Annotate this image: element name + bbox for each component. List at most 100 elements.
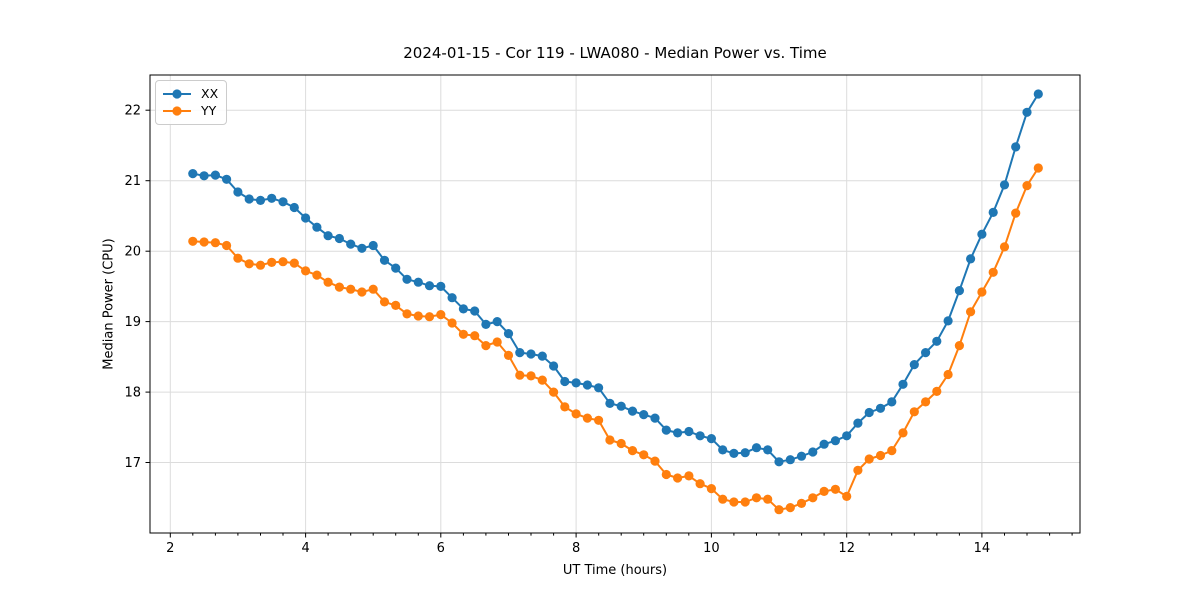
series-xx-marker: [481, 319, 491, 329]
series-xx-marker: [244, 194, 254, 204]
series-yy-marker: [954, 341, 965, 351]
legend-label-yy: YY: [201, 102, 217, 118]
series-yy-marker: [458, 329, 468, 339]
series-yy-marker: [526, 371, 536, 381]
series-yy-marker: [1022, 181, 1032, 191]
series-yy-marker: [661, 469, 671, 480]
series-xx-marker: [695, 431, 705, 441]
series-yy-marker: [796, 498, 807, 508]
series-xx-marker: [966, 254, 976, 264]
series-xx-marker: [639, 410, 649, 420]
series-xx-marker: [470, 306, 480, 316]
series-xx-marker: [537, 351, 547, 361]
series-yy-marker: [289, 258, 299, 268]
series-yy-marker: [1011, 208, 1021, 218]
series-xx-marker: [718, 445, 728, 455]
legend-line-marker-yy-icon: [163, 106, 191, 116]
series-xx-marker: [447, 293, 457, 303]
series-xx-marker: [616, 401, 626, 411]
series-xx-marker: [413, 277, 423, 287]
series-xx-marker: [729, 448, 739, 458]
series-xx-marker: [898, 379, 908, 389]
series-xx-marker: [301, 213, 311, 223]
series-xx-marker: [661, 425, 671, 435]
grid-lines: [150, 75, 1080, 533]
series-yy-marker: [379, 297, 390, 307]
series-yy-marker: [966, 307, 976, 317]
series-xx-marker: [1011, 142, 1021, 152]
series-yy-marker: [605, 435, 615, 445]
series-xx-marker: [334, 233, 344, 244]
series-xx-marker: [199, 171, 209, 181]
series-yy-marker: [312, 270, 322, 280]
series-yy-marker: [988, 267, 998, 277]
x-tick-label: 10: [703, 541, 720, 556]
series-xx-line: [191, 93, 1040, 463]
series-yy: [188, 163, 1043, 515]
series-yy-marker: [334, 282, 344, 292]
series-yy-marker: [323, 277, 333, 287]
series-yy-marker: [830, 484, 841, 494]
series-xx-marker: [864, 407, 874, 418]
series-xx-marker: [424, 281, 435, 291]
series-yy-line: [191, 167, 1040, 511]
axis-ticks: [145, 109, 1073, 538]
series-yy-marker: [785, 503, 795, 513]
series-yy-marker: [639, 450, 649, 460]
series-yy-marker: [199, 237, 209, 247]
series-xx-marker: [932, 336, 942, 346]
x-tick-label: 14: [974, 541, 991, 556]
series-xx-marker: [740, 448, 750, 458]
series-yy-marker: [740, 497, 750, 507]
series-xx-marker: [503, 329, 514, 339]
series-xx-marker: [188, 169, 198, 179]
series-yy-marker: [999, 242, 1010, 252]
series-yy-marker: [278, 257, 288, 267]
series-xx-marker: [842, 431, 852, 441]
series-yy-marker: [616, 438, 626, 449]
x-tick-label: 4: [301, 541, 309, 556]
tick-labels: 2 4 6 8 10 12 14 17 18 19 20 21 22: [124, 104, 990, 556]
series-xx-marker: [875, 403, 886, 413]
series-xx-marker: [289, 202, 299, 213]
series-xx-marker: [222, 174, 232, 184]
series-yy-marker: [515, 370, 525, 380]
y-tick-label: 21: [124, 174, 141, 189]
series-xx-marker: [650, 413, 660, 423]
series-yy-marker: [594, 415, 604, 425]
series-yy-marker: [898, 428, 908, 438]
series-xx-marker: [921, 348, 931, 358]
series-xx-marker: [357, 243, 367, 253]
series-xx-marker: [571, 378, 581, 388]
chart-title: 2024-01-15 - Cor 119 - LWA080 - Median P…: [403, 44, 827, 62]
series-xx-marker: [785, 455, 795, 465]
series-xx: [188, 89, 1043, 467]
series-yy-marker: [470, 331, 480, 341]
series-yy-marker: [402, 309, 412, 319]
series-yy-marker: [627, 446, 638, 456]
series-yy-marker: [436, 310, 446, 320]
series-xx-marker: [582, 380, 593, 390]
series-yy-marker: [301, 266, 311, 276]
series-yy-marker: [413, 311, 423, 321]
series-yy-marker: [673, 473, 683, 483]
series-yy-marker: [368, 284, 378, 294]
series-xx-marker: [312, 222, 322, 232]
series-yy-marker: [447, 318, 457, 328]
series-xx-marker: [492, 317, 502, 327]
series-yy-marker: [255, 260, 266, 270]
series-yy-marker: [864, 454, 874, 464]
series-xx-marker: [210, 170, 220, 180]
series-yy-marker: [549, 387, 559, 397]
series-yy-marker: [921, 397, 931, 407]
x-tick-label: 6: [437, 541, 445, 556]
series-xx-marker: [526, 349, 536, 359]
legend-item-yy: YY: [162, 103, 226, 119]
legend-item-xx: XX: [162, 86, 226, 102]
series-yy-marker: [819, 486, 829, 496]
x-axis-label: UT Time (hours): [562, 563, 668, 578]
series-yy-marker: [391, 300, 401, 310]
series-xx-marker: [379, 255, 390, 265]
series-xx-marker: [605, 398, 615, 408]
